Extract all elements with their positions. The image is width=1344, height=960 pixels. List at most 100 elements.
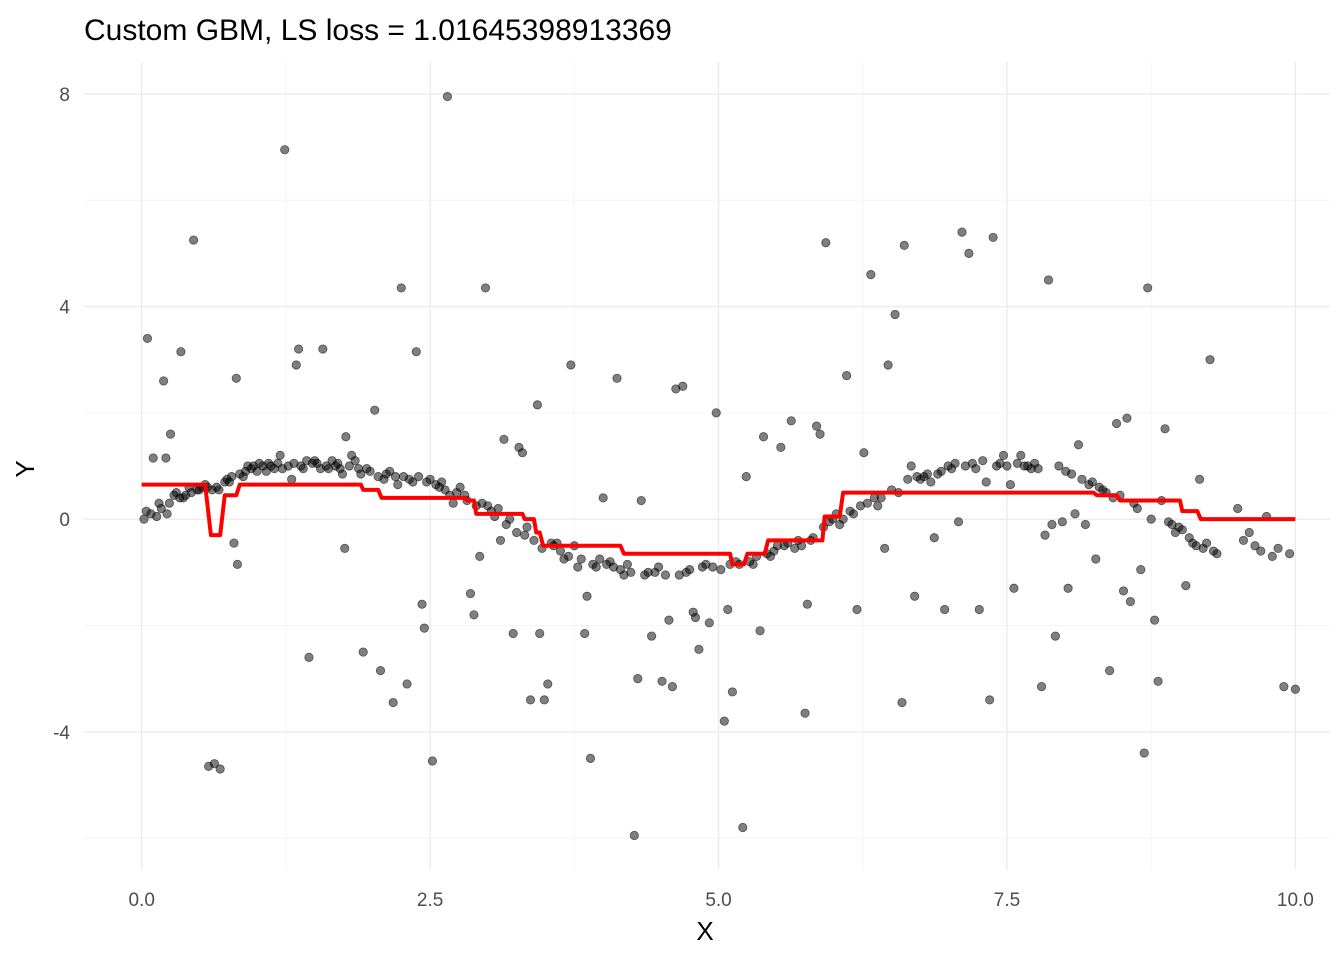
data-point xyxy=(796,541,807,551)
data-point xyxy=(539,695,549,705)
data-point xyxy=(626,567,636,577)
data-point xyxy=(1054,461,1064,471)
data-point xyxy=(800,708,810,718)
data-point xyxy=(1267,551,1277,561)
data-point xyxy=(318,344,328,354)
data-point xyxy=(520,530,530,540)
data-point xyxy=(685,565,695,575)
data-point xyxy=(340,543,350,553)
x-tick-labels: 0.0 2.5 5.0 7.5 10.0 xyxy=(128,890,1313,911)
data-point xyxy=(495,535,506,546)
data-point xyxy=(1143,283,1153,293)
data-point xyxy=(1136,565,1146,575)
data-point xyxy=(1091,554,1101,564)
data-point xyxy=(275,450,285,460)
data-point xyxy=(906,461,916,471)
data-point xyxy=(1005,480,1016,490)
data-point xyxy=(957,227,967,237)
data-point xyxy=(678,381,688,391)
data-point xyxy=(1181,581,1191,591)
data-point xyxy=(1009,583,1019,593)
data-point xyxy=(402,679,412,689)
data-point xyxy=(159,376,169,386)
fit-line-group xyxy=(141,482,1296,567)
data-point xyxy=(694,644,704,654)
x-tick-label: 5.0 xyxy=(705,890,731,911)
data-point xyxy=(543,679,553,689)
data-point xyxy=(876,493,886,503)
data-point xyxy=(142,333,153,344)
data-point xyxy=(595,554,605,564)
data-point xyxy=(1212,549,1222,559)
data-point xyxy=(1139,748,1149,758)
data-point xyxy=(922,469,932,479)
data-point xyxy=(653,562,664,572)
data-point xyxy=(499,434,509,445)
data-point xyxy=(576,554,586,564)
data-point xyxy=(1290,684,1300,694)
data-point xyxy=(1043,275,1054,285)
data-point xyxy=(1073,440,1084,450)
data-point xyxy=(1244,527,1254,538)
data-point xyxy=(214,485,224,495)
data-point xyxy=(1087,477,1097,487)
data-point xyxy=(1125,596,1136,607)
data-point xyxy=(940,604,950,615)
data-point xyxy=(580,628,590,639)
data-point xyxy=(573,562,583,572)
data-point xyxy=(821,238,831,248)
data-point xyxy=(555,546,566,556)
data-point xyxy=(563,551,574,561)
data-point xyxy=(1047,519,1057,530)
data-point xyxy=(1040,530,1050,540)
data-point xyxy=(304,652,314,662)
data-point xyxy=(529,535,539,546)
data-point xyxy=(582,591,592,601)
data-point xyxy=(1279,682,1289,692)
data-point xyxy=(1050,631,1061,641)
data-point xyxy=(139,514,149,524)
data-point xyxy=(1150,615,1160,625)
data-point xyxy=(1077,474,1087,484)
major-gridlines xyxy=(84,62,1330,870)
data-point xyxy=(716,565,726,575)
data-point xyxy=(413,472,424,482)
data-point xyxy=(535,628,545,639)
data-point xyxy=(1066,469,1077,479)
data-point xyxy=(936,466,946,476)
data-point xyxy=(758,432,769,442)
data-point xyxy=(493,503,503,514)
data-point xyxy=(633,674,643,684)
x-tick-label: 0.0 xyxy=(128,890,154,911)
data-point xyxy=(152,511,162,522)
data-point xyxy=(719,716,729,726)
data-point xyxy=(390,472,401,482)
y-tick-label: 8 xyxy=(59,85,70,106)
plot-panel xyxy=(84,62,1330,870)
data-point xyxy=(229,538,239,548)
data-point xyxy=(480,283,491,293)
data-point xyxy=(859,448,869,458)
data-point xyxy=(448,498,458,508)
data-point xyxy=(950,458,960,468)
data-point xyxy=(903,474,913,484)
data-point xyxy=(388,697,398,708)
data-point xyxy=(873,501,883,511)
data-point xyxy=(1063,583,1073,593)
data-point xyxy=(375,666,386,676)
data-point xyxy=(953,517,964,527)
data-point xyxy=(929,533,939,543)
data-point xyxy=(708,562,718,572)
data-point xyxy=(974,604,984,615)
data-point xyxy=(1057,517,1067,527)
data-point xyxy=(215,764,225,774)
data-point xyxy=(419,623,429,633)
data-point xyxy=(727,687,737,697)
data-point xyxy=(723,604,733,615)
data-point xyxy=(1205,355,1215,365)
data-point xyxy=(161,453,171,463)
data-point xyxy=(1080,519,1091,530)
data-point xyxy=(622,559,632,569)
data-point xyxy=(465,588,476,599)
